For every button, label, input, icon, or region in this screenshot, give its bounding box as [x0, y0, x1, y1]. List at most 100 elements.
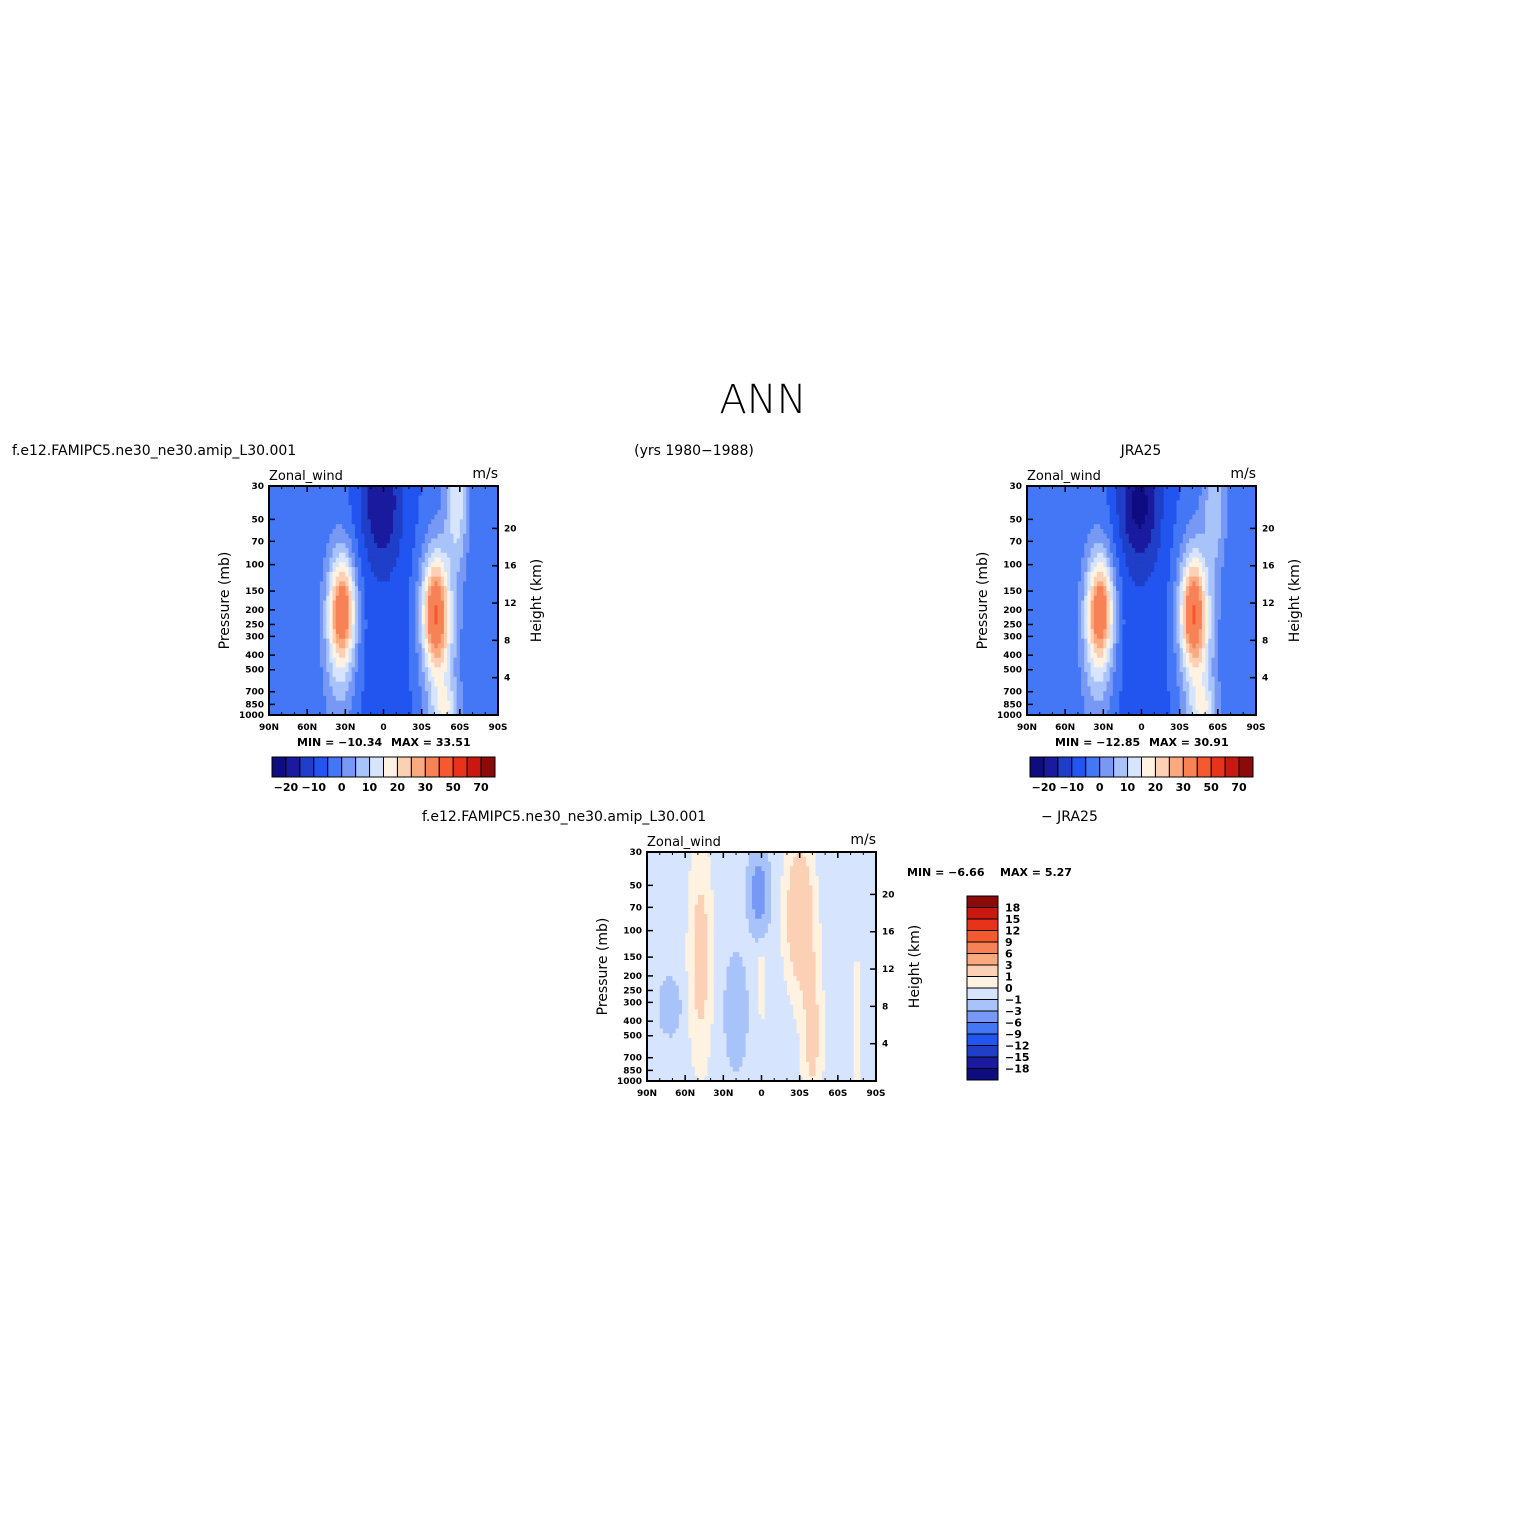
field-cell [1116, 500, 1120, 506]
field-cell [342, 610, 346, 616]
field-cell [303, 571, 308, 578]
field-cell [434, 686, 439, 692]
field-cell [303, 605, 308, 611]
field-cell [373, 619, 378, 625]
field-cell [443, 652, 448, 659]
field-cell [367, 681, 372, 687]
field-cell [367, 495, 372, 501]
field-cell [466, 648, 470, 654]
colorbar-box [396, 756, 412, 778]
field-cell [377, 557, 381, 563]
field-cell [440, 538, 445, 544]
field-cell [450, 662, 455, 668]
field-cell [348, 571, 353, 578]
field-cell [463, 700, 467, 707]
field-cell [1103, 543, 1108, 549]
field-cell [1058, 509, 1063, 516]
field-cell [326, 643, 331, 649]
field-cell [478, 662, 483, 668]
field-cell [358, 543, 362, 549]
field-cell [450, 700, 455, 707]
field-cell [354, 648, 359, 654]
field-cell [332, 548, 337, 554]
field-cell [323, 524, 327, 530]
field-cell [1093, 528, 1098, 535]
field-cell [335, 705, 340, 711]
field-cell [494, 557, 499, 563]
field-cell [453, 691, 458, 697]
field-cell [421, 486, 426, 492]
field-cell [1125, 505, 1130, 511]
field-cell [1208, 509, 1213, 516]
field-cell [456, 586, 461, 592]
field-cell [307, 519, 311, 525]
field-cell [354, 672, 359, 678]
field-cell [443, 619, 448, 625]
field-cell [1173, 519, 1178, 525]
field-cell [431, 562, 435, 568]
field-cell [1154, 519, 1158, 525]
field-cell [358, 676, 362, 683]
field-cell [485, 667, 490, 673]
field-cell [323, 571, 327, 578]
field-cell [316, 595, 321, 602]
field-cell [466, 490, 470, 497]
field-cell [412, 643, 416, 649]
field-cell [288, 509, 292, 516]
field-cell [421, 652, 426, 659]
field-cell [402, 629, 407, 635]
field-cell [300, 638, 305, 645]
field-cell [428, 605, 432, 611]
field-cell [291, 643, 296, 649]
field-cell [1055, 486, 1060, 492]
field-cell [1201, 486, 1206, 492]
field-cell [431, 567, 435, 573]
field-cell [1087, 495, 1092, 501]
field-cell [288, 562, 292, 568]
field-cell [348, 490, 353, 497]
field-cell [316, 686, 321, 692]
field-cell [1230, 524, 1235, 530]
field-cell [300, 557, 305, 563]
field-cell [345, 624, 350, 630]
field-cell [329, 600, 334, 606]
field-cell [335, 571, 340, 578]
field-cell [370, 571, 375, 578]
field-cell [1246, 519, 1251, 525]
field-cell [313, 633, 318, 640]
field-cell [364, 533, 369, 540]
field-cell [377, 691, 381, 697]
field-cell [494, 657, 499, 664]
field-cell [1058, 486, 1063, 492]
field-cell [396, 495, 400, 501]
field-cell [1214, 524, 1219, 530]
field-cell [475, 695, 480, 702]
field-cell [482, 524, 486, 530]
field-cell [1230, 495, 1235, 501]
field-cell [354, 643, 359, 649]
field-cell [418, 691, 423, 697]
field-cell [1182, 490, 1187, 497]
field-cell [1106, 538, 1111, 544]
field-cell [421, 528, 426, 535]
field-cell [386, 557, 391, 563]
field-cell [1192, 538, 1197, 544]
field-cell [428, 519, 432, 525]
field-cell [269, 657, 273, 664]
field-cell [399, 562, 404, 568]
field-cell [396, 519, 400, 525]
field-cell [469, 638, 474, 645]
field-cell [472, 581, 477, 587]
field-cell [377, 676, 381, 683]
field-cell [310, 705, 315, 711]
field-cell [364, 691, 369, 697]
field-cell [1131, 524, 1136, 530]
field-cell [1189, 514, 1193, 520]
field-cell [396, 667, 400, 673]
field-cell [437, 538, 442, 544]
field-cell [1179, 495, 1184, 501]
field-cell [463, 495, 467, 501]
field-cell [1036, 538, 1041, 544]
field-cell [291, 605, 296, 611]
field-cell [1217, 538, 1222, 544]
